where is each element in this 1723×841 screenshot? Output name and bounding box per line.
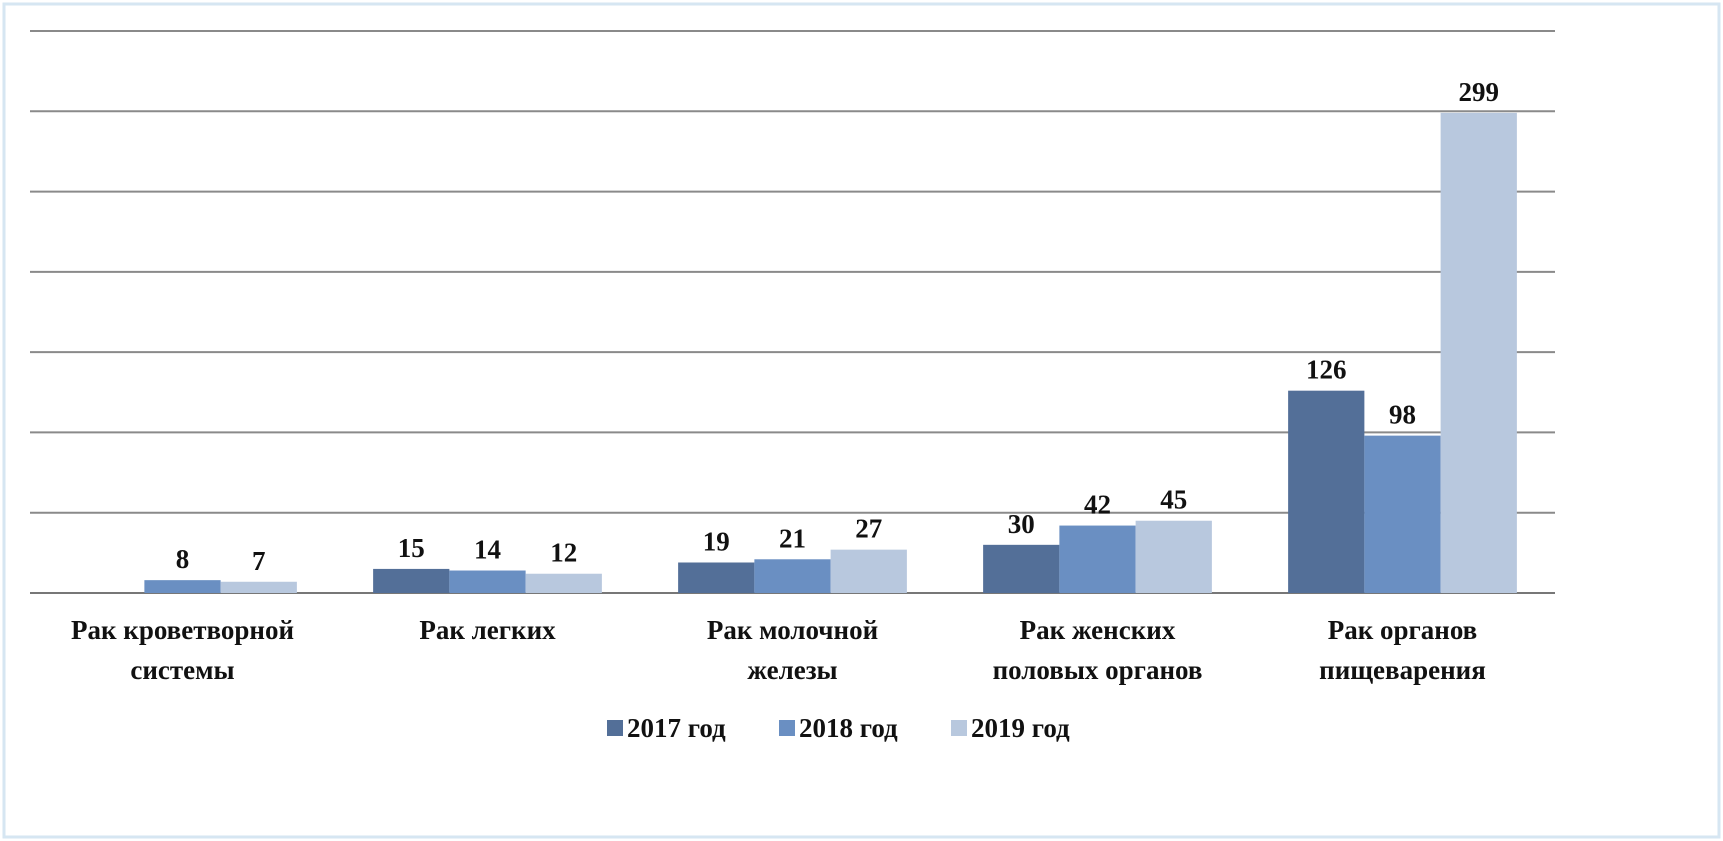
bar: [1288, 390, 1365, 593]
bar: [220, 581, 297, 593]
x-tick-label: Рак кроветворной системы: [70, 615, 295, 685]
value-label: 14: [474, 535, 501, 565]
value-label: 45: [1160, 485, 1187, 515]
bar: [754, 559, 831, 593]
bar: [1135, 520, 1212, 593]
bar: [1440, 112, 1517, 594]
value-label: 19: [703, 526, 730, 556]
legend-label: 2017 год: [627, 713, 726, 743]
bar: [525, 573, 602, 593]
value-label: 98: [1389, 400, 1416, 430]
bar: [1364, 435, 1441, 593]
x-tick-label: Рак молочной железы: [706, 615, 879, 685]
bar: [830, 549, 907, 593]
value-label: 30: [1008, 509, 1035, 539]
bar: [983, 544, 1060, 593]
bar: [144, 580, 221, 593]
bar: [678, 562, 755, 593]
value-label: 42: [1084, 490, 1111, 520]
x-tick-label: Рак органов пищеварения: [1319, 615, 1486, 685]
bar: [373, 568, 450, 593]
value-label: 8: [176, 544, 190, 574]
value-label: 12: [550, 538, 577, 568]
bar: [449, 570, 526, 593]
value-label: 7: [252, 546, 266, 576]
x-tick-label: Рак женских половых органов: [992, 615, 1203, 685]
legend-swatch: [607, 720, 623, 736]
bar: [1059, 525, 1136, 593]
value-label: 27: [855, 514, 882, 544]
value-label: 15: [398, 533, 425, 563]
value-label: 299: [1459, 77, 1500, 107]
legend-label: 2018 год: [799, 713, 898, 743]
legend-swatch: [951, 720, 967, 736]
legend-swatch: [779, 720, 795, 736]
x-tick-label: Рак легких: [419, 615, 556, 645]
value-label: 21: [779, 523, 806, 553]
value-label: 126: [1306, 355, 1347, 385]
legend-label: 2019 год: [971, 713, 1070, 743]
